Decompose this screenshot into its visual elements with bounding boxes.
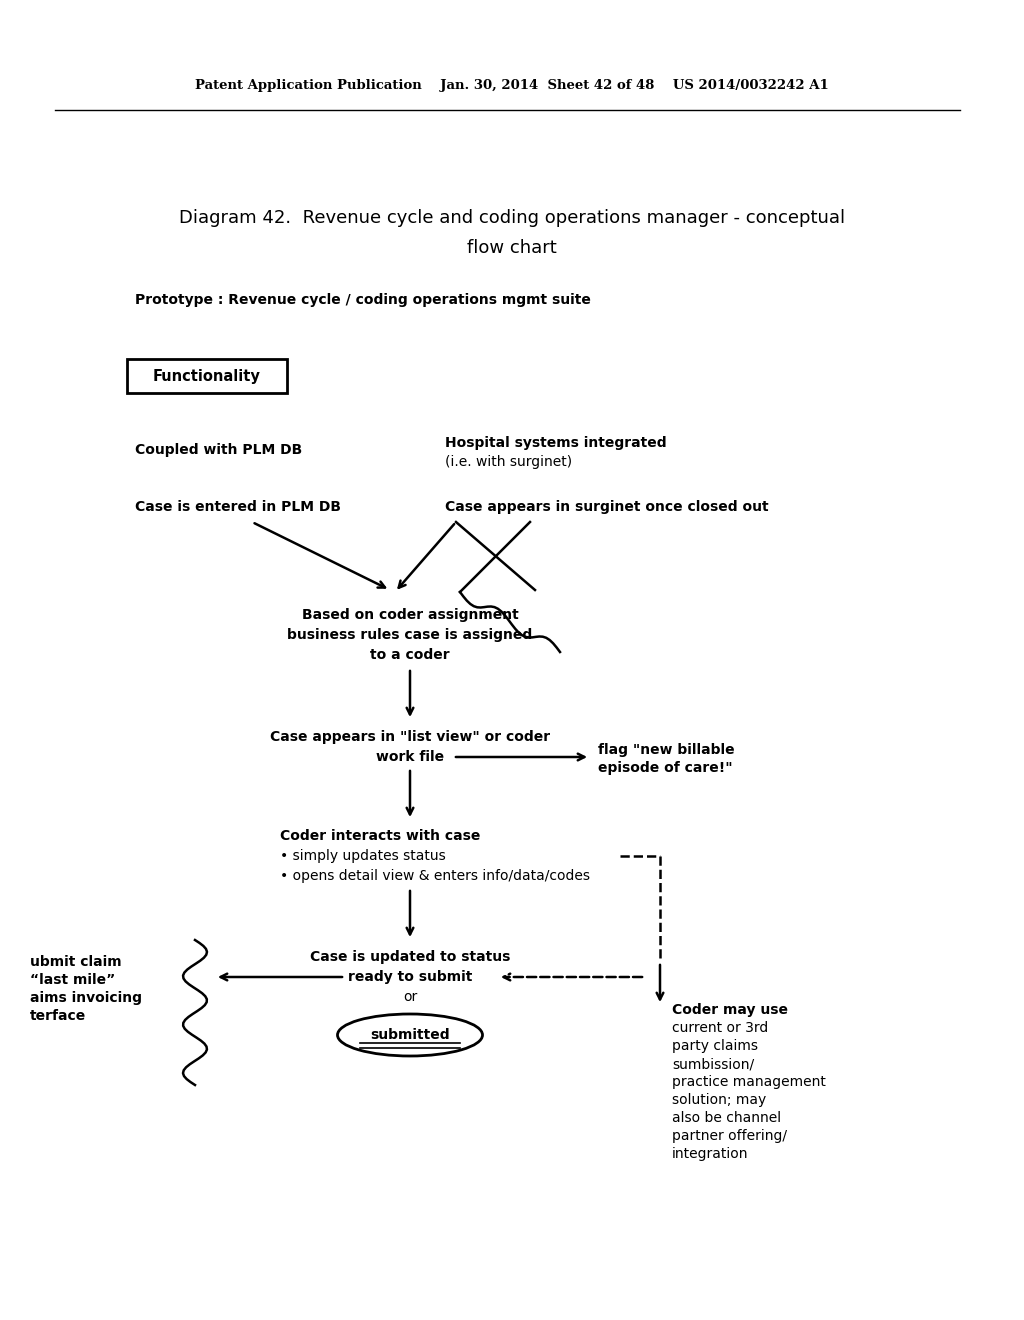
Text: business rules case is assigned: business rules case is assigned <box>288 628 532 642</box>
Text: Case is entered in PLM DB: Case is entered in PLM DB <box>135 500 341 513</box>
Text: Coder interacts with case: Coder interacts with case <box>280 829 480 843</box>
Text: also be channel: also be channel <box>672 1111 781 1125</box>
Text: Diagram 42.  Revenue cycle and coding operations manager - conceptual: Diagram 42. Revenue cycle and coding ope… <box>179 209 845 227</box>
Text: aims invoicing: aims invoicing <box>30 991 142 1005</box>
FancyBboxPatch shape <box>127 359 287 393</box>
Text: • simply updates status: • simply updates status <box>280 849 445 863</box>
Text: flag "new billable: flag "new billable <box>598 743 734 756</box>
Text: “last mile”: “last mile” <box>30 973 116 987</box>
Text: submitted: submitted <box>371 1028 450 1041</box>
Text: partner offering/: partner offering/ <box>672 1129 787 1143</box>
Text: episode of care!": episode of care!" <box>598 762 732 775</box>
Text: to a coder: to a coder <box>371 648 450 663</box>
Text: ubmit claim: ubmit claim <box>30 954 122 969</box>
Text: terface: terface <box>30 1008 86 1023</box>
Text: (i.e. with surginet): (i.e. with surginet) <box>445 455 572 469</box>
Text: Case is updated to status: Case is updated to status <box>310 950 510 964</box>
Text: Hospital systems integrated: Hospital systems integrated <box>445 436 667 450</box>
Ellipse shape <box>338 1014 482 1056</box>
Text: Functionality: Functionality <box>153 368 261 384</box>
Text: current or 3rd: current or 3rd <box>672 1020 768 1035</box>
Text: Patent Application Publication    Jan. 30, 2014  Sheet 42 of 48    US 2014/00322: Patent Application Publication Jan. 30, … <box>196 78 828 91</box>
Text: practice management: practice management <box>672 1074 826 1089</box>
Text: or: or <box>402 990 417 1005</box>
Text: Case appears in surginet once closed out: Case appears in surginet once closed out <box>445 500 769 513</box>
Text: Coupled with PLM DB: Coupled with PLM DB <box>135 444 302 457</box>
Text: solution; may: solution; may <box>672 1093 766 1107</box>
Text: party claims: party claims <box>672 1039 758 1053</box>
Text: flow chart: flow chart <box>467 239 557 257</box>
Text: ready to submit: ready to submit <box>348 970 472 983</box>
Text: • opens detail view & enters info/data/codes: • opens detail view & enters info/data/c… <box>280 869 590 883</box>
Text: Case appears in "list view" or coder: Case appears in "list view" or coder <box>270 730 550 744</box>
Text: Coder may use: Coder may use <box>672 1003 788 1016</box>
Text: integration: integration <box>672 1147 749 1162</box>
Text: Based on coder assignment: Based on coder assignment <box>302 609 518 622</box>
Text: Prototype : Revenue cycle / coding operations mgmt suite: Prototype : Revenue cycle / coding opera… <box>135 293 591 308</box>
Text: sumbission/: sumbission/ <box>672 1057 754 1071</box>
Text: work file: work file <box>376 750 444 764</box>
